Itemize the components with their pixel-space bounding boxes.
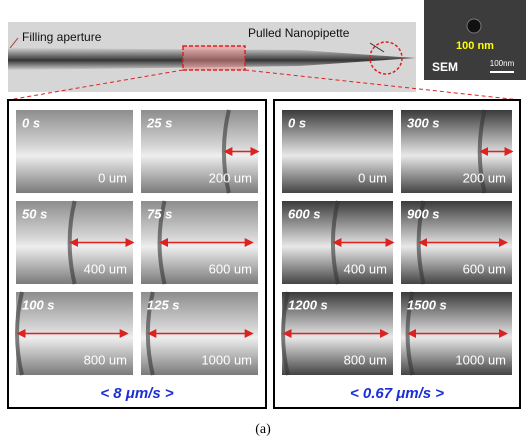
time-label: 1500 s — [407, 297, 447, 312]
distance-label: 0 um — [98, 170, 127, 185]
sem-pore — [467, 19, 481, 33]
distance-label: 1000 um — [201, 352, 252, 367]
pipette-label: Pulled Nanopipette — [248, 26, 350, 40]
sem-size: 100 nm — [456, 40, 494, 52]
sem-scale: 100nm — [490, 59, 515, 68]
time-label: 900 s — [407, 206, 440, 221]
distance-label: 400 um — [344, 261, 387, 276]
time-label: 125 s — [147, 297, 180, 312]
time-label: 0 s — [22, 115, 40, 130]
distance-label: 600 um — [209, 261, 252, 276]
distance-label: 0 um — [358, 170, 387, 185]
sem-name: SEM — [432, 60, 458, 74]
distance-label: 1000 um — [455, 352, 506, 367]
distance-label: 800 um — [84, 352, 127, 367]
time-label: 100 s — [22, 297, 55, 312]
time-label: 300 s — [407, 115, 440, 130]
time-label: 600 s — [288, 206, 321, 221]
caption: (a) — [255, 422, 271, 437]
distance-label: 200 um — [463, 170, 506, 185]
distance-label: 200 um — [209, 170, 252, 185]
filling-label: Filling aperture — [22, 30, 102, 44]
zoom-box — [183, 46, 245, 70]
time-label: 0 s — [288, 115, 306, 130]
distance-label: 600 um — [463, 261, 506, 276]
time-label: 1200 s — [288, 297, 328, 312]
time-label: 25 s — [146, 115, 172, 130]
distance-label: 800 um — [344, 352, 387, 367]
distance-label: 400 um — [84, 261, 127, 276]
time-label: 75 s — [147, 206, 172, 221]
speed-label: < 8 μm/s > — [100, 385, 173, 402]
speed-label: < 0.67 μm/s > — [350, 385, 444, 402]
time-label: 50 s — [22, 206, 47, 221]
figure: Filling aperture Pulled Nanopipette 100 … — [0, 0, 526, 441]
